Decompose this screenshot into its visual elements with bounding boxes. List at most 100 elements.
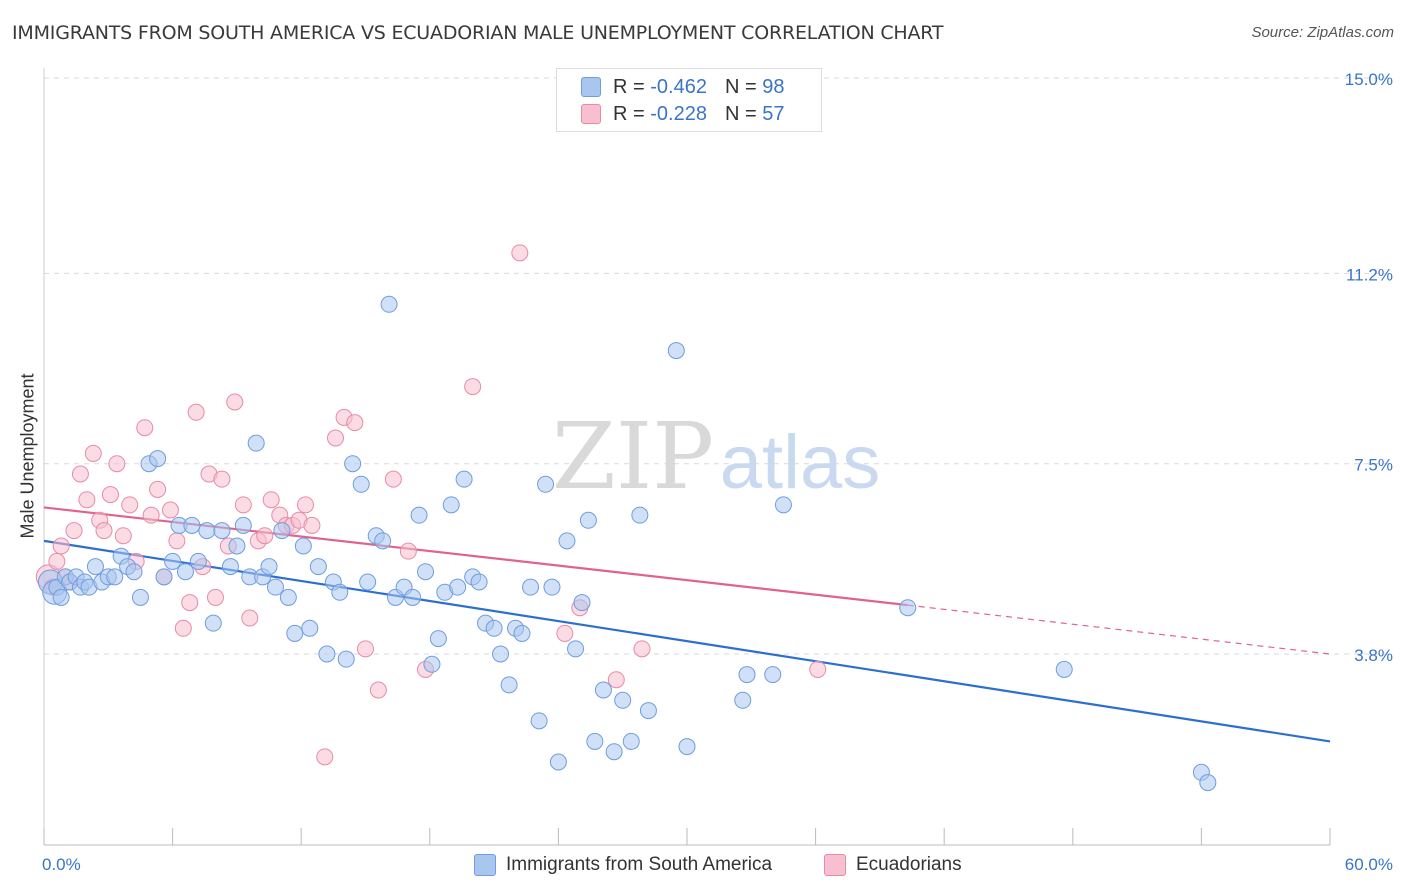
legend-r-label: R = — [613, 102, 645, 125]
immigrants-point — [247, 434, 265, 452]
gridlines — [44, 77, 1394, 655]
legend-r-label: R = — [613, 75, 645, 98]
ecuadorians-point — [213, 470, 231, 488]
x-tick-label-max: 60.0% — [1345, 855, 1393, 874]
immigrants-point — [631, 506, 649, 524]
immigrants-point — [513, 624, 531, 642]
ecuadorians-point — [48, 552, 66, 570]
ecuadorians-point — [226, 393, 244, 411]
ecuadorians-point — [187, 403, 205, 421]
immigrants-point — [149, 450, 167, 468]
immigrants-point — [614, 691, 632, 709]
immigrants-point — [228, 537, 246, 555]
ecuadorians-point — [168, 532, 186, 550]
immigrants-point — [189, 552, 207, 570]
y-axis-label: Male Unemployment — [17, 373, 38, 539]
ecuadorians-point — [114, 527, 132, 545]
ecuadorians-point — [174, 619, 192, 637]
legend-swatch-pink — [581, 104, 601, 124]
axes — [43, 68, 1331, 846]
ecuadorians-point — [262, 491, 280, 509]
ecuadorians-point — [511, 244, 529, 262]
watermark-zip: ZIP — [552, 403, 714, 510]
immigrants-point — [106, 568, 124, 586]
ecuadorians-point — [384, 470, 402, 488]
x-tick-label-min: 0.0% — [42, 855, 81, 874]
immigrants-point — [567, 640, 585, 658]
immigrants-point — [374, 532, 392, 550]
immigrants-point — [470, 573, 488, 591]
immigrants-point — [294, 537, 312, 555]
legend-row-immigrants: R = -0.462 N = 98 — [581, 74, 784, 100]
ecuadorians-point — [121, 496, 139, 514]
legend-r-value-ecuadorians: -0.228 — [650, 102, 707, 125]
bottom-legend-swatch-blue — [474, 854, 496, 876]
immigrants-point — [352, 475, 370, 493]
legend-n-value-ecuadorians: 57 — [762, 102, 785, 125]
ecuadorians-point — [65, 522, 83, 540]
ecuadorians-point — [296, 496, 314, 514]
bottom-legend-label-immigrants: Immigrants from South America — [506, 854, 773, 875]
immigrants-point — [410, 506, 428, 524]
immigrants-point — [164, 552, 182, 570]
immigrants-point — [86, 558, 104, 576]
immigrants-point — [423, 655, 441, 673]
ecuadorians-point — [52, 537, 70, 555]
immigrants-point — [586, 732, 604, 750]
immigrants-point — [537, 475, 555, 493]
ecuadorians-point — [556, 624, 574, 642]
ecuadorians-point — [136, 419, 154, 437]
immigrants-point — [286, 624, 304, 642]
ecuadorians-point — [607, 671, 625, 689]
immigrants-point — [899, 599, 917, 617]
ecuadorians-point — [316, 748, 334, 766]
immigrants-point — [331, 583, 349, 601]
immigrants-point — [125, 563, 143, 581]
immigrants-point — [234, 516, 252, 534]
legend-swatch-blue — [581, 77, 601, 97]
immigrants-point — [318, 645, 336, 663]
immigrants-point — [221, 558, 239, 576]
immigrants-point — [204, 614, 222, 632]
bottom-legend-label-ecuadorians: Ecuadorians — [856, 854, 962, 875]
y-tick-label: 3.8% — [1354, 646, 1393, 665]
ecuadorians-point — [633, 640, 651, 658]
immigrants-point — [417, 563, 435, 581]
ecuadorians-point — [256, 527, 274, 545]
immigrants-point — [605, 743, 623, 761]
immigrants-point — [774, 496, 792, 514]
correlation-legend: R = -0.462 N = 98 R = -0.228 N = 57 — [556, 68, 822, 132]
immigrants-point — [359, 573, 377, 591]
data-points — [35, 244, 1217, 792]
ecuadorians-point — [181, 594, 199, 612]
ecuadorians-point — [101, 486, 119, 504]
ecuadorians-point — [346, 414, 364, 432]
ecuadorians-point — [161, 501, 179, 519]
legend-n-label: N = — [724, 102, 757, 125]
immigrants-point — [52, 588, 70, 606]
y-tick-label: 15.0% — [1345, 70, 1393, 89]
immigrants-point — [455, 470, 473, 488]
immigrants-point — [155, 568, 173, 586]
immigrants-point — [1199, 774, 1217, 792]
immigrants-point — [279, 588, 297, 606]
ecuadorians-point — [464, 378, 482, 396]
immigrants-point — [573, 594, 591, 612]
watermark: ZIP atlas — [552, 403, 880, 510]
ecuadorians-point — [357, 640, 374, 658]
ecuadorians-point — [84, 444, 102, 462]
immigrants-point — [530, 712, 548, 730]
immigrants-point — [337, 650, 355, 668]
immigrants-point — [500, 676, 518, 694]
immigrants-point — [176, 563, 194, 581]
ecuadorians-point — [142, 506, 160, 524]
ecuadorians-point — [95, 522, 113, 540]
ecuadorians-point — [149, 480, 167, 498]
immigrants-point — [667, 342, 685, 360]
ecuadorians-point — [71, 465, 89, 483]
chart-title: IMMIGRANTS FROM SOUTH AMERICA VS ECUADOR… — [12, 22, 944, 44]
immigrants-point — [131, 588, 149, 606]
ecuadorians-point — [303, 516, 321, 534]
immigrants-point — [522, 578, 540, 596]
immigrants-point — [492, 645, 510, 663]
